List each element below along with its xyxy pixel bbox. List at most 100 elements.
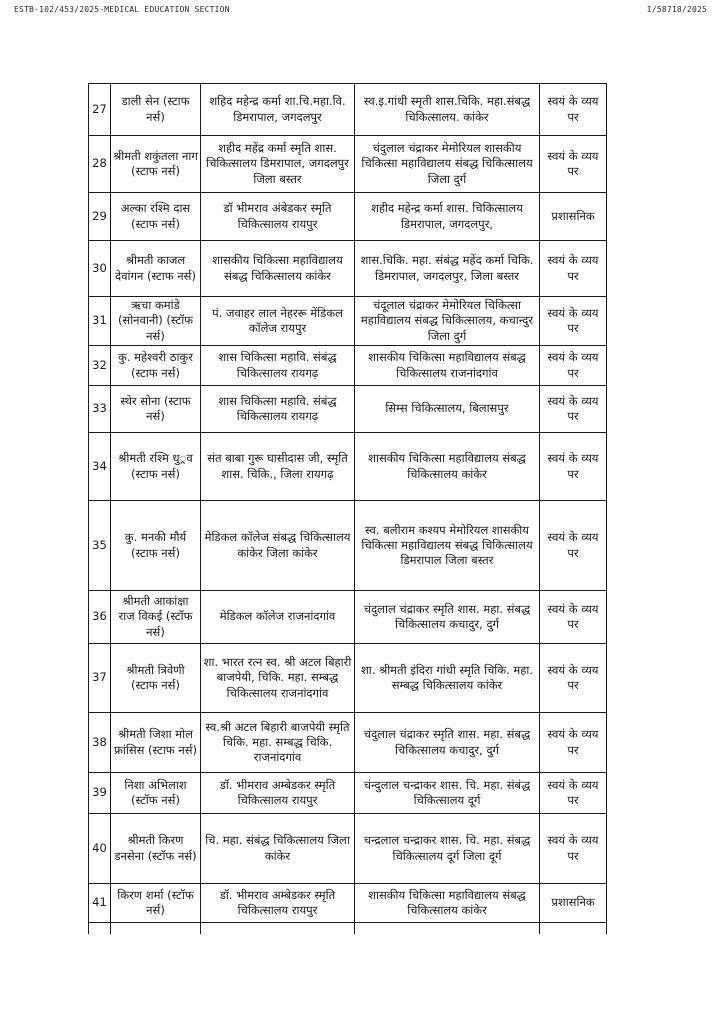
transfer-type: स्वयं के व्यय पर — [539, 643, 607, 713]
employee-name: स्थेर सोना (स्टाफ नर्स) — [110, 385, 201, 433]
employee-name: कु. मनकी मौर्य (स्टाफ नर्स) — [110, 500, 201, 591]
transfer-type: स्वयं के व्यय पर — [539, 432, 607, 501]
current-institution: डॉ. भीमराव अम्बेडकर स्मृति चिकित्सालय रा… — [200, 772, 355, 814]
transfer-type: स्वयं के व्यय पर — [539, 590, 607, 644]
current-institution: शा. भारत रत्न स्व. श्री अटल बिहारी बाजपे… — [200, 643, 355, 713]
transfer-type: स्वयं के व्यय पर — [539, 345, 607, 386]
transfer-type: स्वयं के व्यय पर — [539, 135, 607, 193]
row-number: 41 — [88, 883, 111, 923]
transfer-table: 27 डाली सेन (स्टाफ नर्स) शहिद महेन्द्र कर्… — [88, 83, 607, 923]
table-row: 30 श्रीमती काजल देवांगन (स्टाफ नर्स) शासकी… — [88, 240, 607, 297]
current-institution: डॉ. भीमराव अम्बेडकर स्मृति चिकित्सालय रा… — [200, 883, 355, 923]
row-number: 37 — [88, 643, 111, 713]
document-id: I/58718/2025 — [646, 5, 707, 14]
transfer-type: स्वयं के व्यय पर — [539, 712, 607, 773]
transfer-institution: चंदुलाल चंद्राकर स्मृति शास. महा. संबद्ध… — [354, 712, 540, 773]
employee-name: श्रीमती किरण डनसेना (स्टॉफ नर्स) — [110, 813, 201, 884]
row-number: 30 — [88, 240, 111, 297]
employee-name: श्रीमती जिशा मोल फ्रांसिस (स्टाफ नर्स) — [110, 712, 201, 773]
transfer-type: स्वयं के व्यय पर — [539, 385, 607, 433]
table-row: 29 अल्का रश्मि दास (स्टाफ नर्स) डॉ भीमराव … — [88, 192, 607, 241]
transfer-institution: चंदुलाल चंद्राकर स्मृति शास. महा. संबद्ध… — [354, 590, 540, 644]
employee-name: श्रीमती रश्मि धु◌्रव (स्टाफ नर्स) — [110, 432, 201, 501]
table-stub-row — [88, 922, 607, 934]
transfer-institution: शासकीय चिकित्सा महाविद्यालय संबद्ध चिकित… — [354, 345, 540, 386]
employee-name: किरण शर्मा (स्टॉफ नर्स) — [110, 883, 201, 923]
transfer-type: स्वयं के व्यय पर — [539, 813, 607, 884]
table-row: 39 निशा अभिलाश (स्टॉफ नर्स) डॉ. भीमराव अम्… — [88, 772, 607, 814]
row-number: 32 — [88, 345, 111, 386]
row-number: 38 — [88, 712, 111, 773]
row-number: 33 — [88, 385, 111, 433]
table-row: 35 कु. मनकी मौर्य (स्टाफ नर्स) मेडिकल कॉले… — [88, 500, 607, 591]
transfer-type: प्रशासनिक — [539, 192, 607, 241]
employee-name: अल्का रश्मि दास (स्टाफ नर्स) — [110, 192, 201, 241]
row-number: 27 — [88, 83, 111, 136]
current-institution: शास चिकित्सा महावि. संबंद्ध चिकित्सालय र… — [200, 345, 355, 386]
table-rule — [606, 922, 607, 934]
employee-name: श्रीमती शकुंतला नाग (स्टाफ नर्स) — [110, 135, 201, 193]
employee-name: ऋचा कमांडे (सोनवानी) (स्टॉफ नर्स) — [110, 296, 201, 346]
row-number: 40 — [88, 813, 111, 884]
current-institution: संत बाबा गुरू घासीदास जी, स्मृति शास. चि… — [200, 432, 355, 501]
transfer-institution: चंन्दुलाल चन्द्राकर शास. चि. महा. संबंद्… — [354, 772, 540, 814]
employee-name: कु. महेश्वरी ठाकुर (स्टाफ नर्स) — [110, 345, 201, 386]
transfer-type: स्वयं के व्यय पर — [539, 240, 607, 297]
employee-name: निशा अभिलाश (स्टॉफ नर्स) — [110, 772, 201, 814]
table-row: 32 कु. महेश्वरी ठाकुर (स्टाफ नर्स) शास चिक… — [88, 345, 607, 386]
current-institution: शास चिकित्सा महावि. संबंद्ध चिकित्सालय र… — [200, 385, 355, 433]
current-institution: स्व.श्री अटल बिहारी बाजपेयी स्मृति चिकि.… — [200, 712, 355, 773]
transfer-type: स्वयं के व्यय पर — [539, 772, 607, 814]
table-rule — [88, 922, 89, 934]
table-rule — [354, 922, 355, 934]
table-row: 34 श्रीमती रश्मि धु◌्रव (स्टाफ नर्स) संत ब… — [88, 432, 607, 501]
page-header: ESTB-102/453/2025-MEDICAL EDUCATION SECT… — [0, 5, 720, 19]
current-institution: शहिद महेन्द्र कर्मा शा.चि.महा.वि. डिमराप… — [200, 83, 355, 136]
row-number: 34 — [88, 432, 111, 501]
transfer-type: स्वयं के व्यय पर — [539, 500, 607, 591]
current-institution: डॉ भीमराव अंबेडकर स्मृति चिकित्सालय रायप… — [200, 192, 355, 241]
row-number: 39 — [88, 772, 111, 814]
transfer-institution: स्व.इ.गांधी स्मृती शास.चिकि. महा.संबद्ध … — [354, 83, 540, 136]
employee-name: श्रीमती काजल देवांगन (स्टाफ नर्स) — [110, 240, 201, 297]
current-institution: शहीद महेंद्र कर्मा स्मृति शास. चिकित्साल… — [200, 135, 355, 193]
transfer-institution: शासकीय चिकित्सा महाविद्यालय संबद्ध चिकित… — [354, 883, 540, 923]
table-rule — [200, 922, 201, 934]
row-number: 29 — [88, 192, 111, 241]
table-row: 38 श्रीमती जिशा मोल फ्रांसिस (स्टाफ नर्स)… — [88, 712, 607, 773]
file-number: ESTB-102/453/2025-MEDICAL EDUCATION SECT… — [14, 5, 230, 14]
transfer-type: स्वयं के व्यय पर — [539, 83, 607, 136]
table-row: 37 श्रीमती त्रिवेणी (स्टाफ नर्स) शा. भारत … — [88, 643, 607, 713]
current-institution: शासकीय चिकित्सा महाविद्यालय संबद्ध चिकित… — [200, 240, 355, 297]
transfer-institution: चंदुलाल चंद्राकर मेमोरियल शासकीय चिकित्स… — [354, 135, 540, 193]
transfer-type: स्वयं के व्यय पर — [539, 296, 607, 346]
table-row: 33 स्थेर सोना (स्टाफ नर्स) शास चिकित्सा मह… — [88, 385, 607, 433]
transfer-institution: चंदूलाल चंद्राकर मेमोरियल चिकित्सा महावि… — [354, 296, 540, 346]
row-number: 35 — [88, 500, 111, 591]
table-rule — [539, 922, 540, 934]
table-row: 28 श्रीमती शकुंतला नाग (स्टाफ नर्स) शहीद म… — [88, 135, 607, 193]
transfer-institution: शास.चिकि. महा. संबंद्ध महेंद कर्मा चिकि.… — [354, 240, 540, 297]
row-number: 28 — [88, 135, 111, 193]
table-row: 27 डाली सेन (स्टाफ नर्स) शहिद महेन्द्र कर्… — [88, 83, 607, 136]
table-rule — [110, 922, 111, 934]
table-row: 31 ऋचा कमांडे (सोनवानी) (स्टॉफ नर्स) पं. ज… — [88, 296, 607, 346]
row-number: 31 — [88, 296, 111, 346]
table-row: 36 श्रीमती आकांक्षा राज विकई (स्टॉफ नर्स)… — [88, 590, 607, 644]
employee-name: श्रीमती त्रिवेणी (स्टाफ नर्स) — [110, 643, 201, 713]
transfer-institution: स्व. बलीराम कश्यप मेमोरियल शासकीय चिकित्… — [354, 500, 540, 591]
transfer-type: प्रशासनिक — [539, 883, 607, 923]
employee-name: डाली सेन (स्टाफ नर्स) — [110, 83, 201, 136]
transfer-institution: सिम्स चिकित्सालय, बिलासपुर — [354, 385, 540, 433]
current-institution: मेडिकल कॉलेज संबद्ध चिकित्सालय कांकेर जि… — [200, 500, 355, 591]
row-number: 36 — [88, 590, 111, 644]
transfer-institution: शा. श्रीमती इंदिरा गांधी स्मृति चिकि. मह… — [354, 643, 540, 713]
table-row: 40 श्रीमती किरण डनसेना (स्टॉफ नर्स) चि. मह… — [88, 813, 607, 884]
current-institution: मेडिकल कॉलेज राजनांदगांव — [200, 590, 355, 644]
transfer-institution: चन्द्रलाल चन्द्राकर शास. चि. महा. संबद्ध… — [354, 813, 540, 884]
table-row: 41 किरण शर्मा (स्टॉफ नर्स) डॉ. भीमराव अम्ब… — [88, 883, 607, 923]
current-institution: चि. महा. संबंद्ध चिकित्सालय जिला कांकेर — [200, 813, 355, 884]
transfer-institution: शासकीय चिकित्सा महाविद्यालय संबद्ध चिकित… — [354, 432, 540, 501]
transfer-institution: शहीद महेन्द्र कर्मा शास. चिकित्सालय डिमर… — [354, 192, 540, 241]
